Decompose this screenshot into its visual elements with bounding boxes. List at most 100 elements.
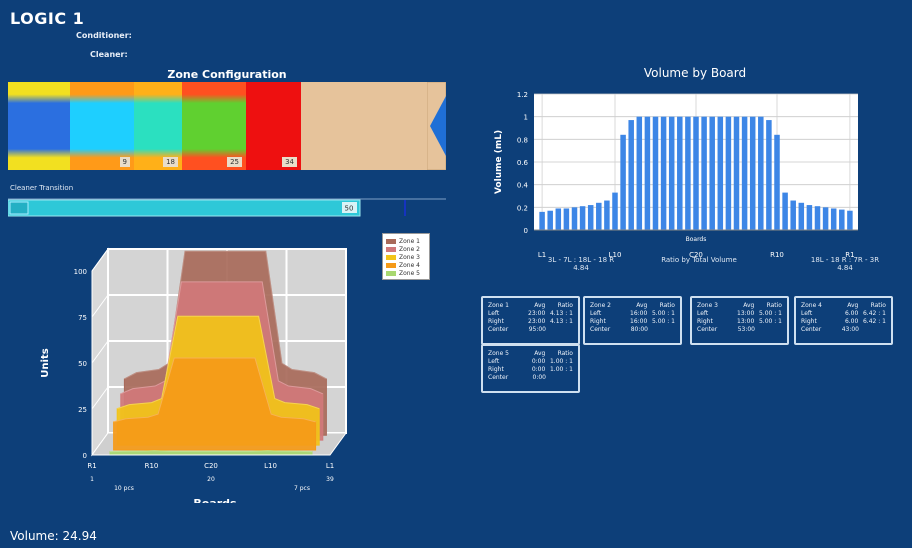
legend-swatch — [386, 262, 396, 268]
zone-box-cell: Avg — [847, 302, 859, 309]
zone-legend: Zone 1 Zone 2 Zone 3 Zone 4 Zone 5 — [382, 233, 430, 280]
zone-boundary-label: 25 — [227, 157, 242, 167]
volume-bar — [839, 209, 845, 230]
volume-bar — [709, 116, 715, 230]
volume-bar — [725, 116, 732, 230]
zone-boundary-label: 9 — [119, 157, 130, 167]
zone-boundary-label: 34 — [282, 157, 297, 167]
zone-box-cell: Left — [488, 358, 500, 365]
zone-box-center-row: Center 0:00 — [488, 374, 573, 382]
volume-bar — [636, 116, 643, 230]
legend-item: Zone 3 — [386, 253, 426, 261]
zone-end-marker[interactable] — [427, 82, 446, 170]
zone-box-cell: Zone 3 — [697, 302, 718, 309]
legend-swatch — [386, 254, 396, 260]
zone-box-cell: Zone 5 — [488, 350, 509, 357]
x-tick-label: R1 — [87, 462, 96, 470]
volume-bar — [693, 116, 699, 230]
x-tick-label: L10 — [609, 251, 622, 259]
side-gridline — [91, 340, 109, 364]
zone-box-cell: Right — [590, 318, 606, 325]
volume-bar — [563, 208, 570, 230]
zone-box-1: Zone 1 Avg Ratio Left 23:00 4.13 : 1 Right 23:0… — [481, 296, 580, 345]
side-gridline — [91, 294, 109, 318]
legend-swatch — [386, 270, 396, 276]
area-edge — [124, 250, 327, 380]
zone-box-cell: 5.00 : 1 — [758, 310, 782, 317]
zone-box-left-row: Left 0:00 1.00 : 1 — [488, 358, 573, 366]
zone-box-cell: 13:00 — [737, 310, 755, 317]
y-tick-label: 0.6 — [517, 159, 529, 167]
zone-box-cell: Ratio — [557, 350, 573, 357]
zone-segment-1[interactable] — [8, 82, 70, 170]
zone-box-header: Zone 2 Avg Ratio — [590, 302, 675, 310]
legend-item: Zone 5 — [386, 269, 426, 277]
legend-label: Zone 5 — [399, 269, 420, 277]
volume-bar — [830, 208, 837, 230]
x-sub-label: 10 pcs — [114, 485, 134, 492]
y-tick-label: 0.8 — [517, 136, 528, 144]
y-tick-label: 0.4 — [517, 182, 529, 190]
conditioner-label: Conditioner: — [76, 31, 132, 40]
y-tick-label: 0 — [524, 227, 528, 235]
zone-box-cell: Zone 2 — [590, 302, 611, 309]
zone-box-cell: 16:00 — [630, 318, 648, 325]
zone-box-cell: Right — [488, 366, 504, 373]
zone-segment-3[interactable]: 18 — [134, 82, 182, 170]
transition-start-handle[interactable] — [9, 201, 29, 215]
volume-bar — [547, 210, 553, 230]
zone-box-cell: 13:00 — [737, 318, 755, 325]
cleaner-label: Cleaner: — [90, 50, 128, 59]
zone-box-cell: Left — [801, 310, 813, 317]
ratio-left-line2: 4.84 — [573, 264, 589, 272]
volume-bar — [798, 202, 805, 230]
zone-box-cell: Right — [801, 318, 817, 325]
x-tick-label: L1 — [538, 251, 546, 259]
app-title: LOGIC 1 — [10, 9, 85, 28]
zone-segment-6[interactable] — [301, 82, 427, 170]
x-tick-label: C20 — [689, 251, 703, 259]
zone-box-header: Zone 1 Avg Ratio — [488, 302, 573, 310]
zone-box-center-row: Center 95:00 — [488, 326, 573, 334]
volume-bar — [774, 134, 780, 230]
zone-box-left-row: Left 16:00 5.00 : 1 — [590, 310, 675, 318]
y-tick-label: 50 — [78, 360, 87, 368]
volume-bar — [620, 134, 626, 230]
zone-box-cell: 80:00 — [630, 326, 648, 333]
stacked-area-chart: 0 25 50 75 100 R1 R10 C20 L10 L1 1 20 39 10 pcs 7 pcs B… — [40, 247, 347, 503]
zone-box-header: Zone 3 Avg Ratio — [697, 302, 782, 310]
zone-box-cell: Right — [488, 318, 504, 325]
volume-bar — [758, 116, 764, 230]
area-edge — [120, 281, 323, 395]
x-tick-label: L10 — [264, 462, 277, 470]
y-tick-label: 75 — [78, 314, 87, 322]
zone-box-cell: Center — [697, 326, 718, 333]
zone-box-right-row: Right 23:00 4.13 : 1 — [488, 318, 573, 326]
zone-segment-2[interactable]: 9 — [70, 82, 134, 170]
zone-segment-5[interactable]: 34 — [246, 82, 301, 170]
zone-segment-4[interactable]: 25 — [182, 82, 246, 170]
volume-bar — [555, 208, 562, 230]
x-index-label: 1 — [90, 476, 94, 483]
legend-swatch — [386, 238, 396, 244]
volume-bar — [733, 116, 740, 230]
zone-box-4: Zone 4 Avg Ratio Left 6.00 6.42 : 1 Right 6.00 6… — [794, 296, 893, 345]
zone-box-cell: 16:00 — [630, 310, 648, 317]
volume-bar — [604, 200, 610, 230]
cleaner-transition-slider[interactable]: 50 — [8, 197, 446, 218]
zone-box-header: Zone 4 Avg Ratio — [801, 302, 886, 310]
zone-configuration-strip[interactable]: 9 18 25 34 — [8, 82, 446, 170]
zone-box-center-row: Center 80:00 — [590, 326, 675, 334]
volume-bar — [782, 192, 788, 230]
y-tick-label: 0 — [83, 452, 87, 460]
volume-bar — [660, 116, 667, 230]
volume-bar — [579, 206, 586, 230]
zone-box-cell: Avg — [534, 302, 546, 309]
transition-marker[interactable] — [404, 200, 406, 216]
zone-box-cell: 6.00 — [844, 318, 859, 325]
zone-box-cell: 6.42 : 1 — [862, 318, 886, 325]
volume-chart-title: Volume by Board — [643, 66, 747, 80]
zone-box-5: Zone 5 Avg Ratio Left 0:00 1.00 : 1 Right 0:00 1… — [481, 344, 580, 393]
zone-box-cell: 0:00 — [532, 374, 546, 381]
legend-swatch — [386, 246, 396, 252]
